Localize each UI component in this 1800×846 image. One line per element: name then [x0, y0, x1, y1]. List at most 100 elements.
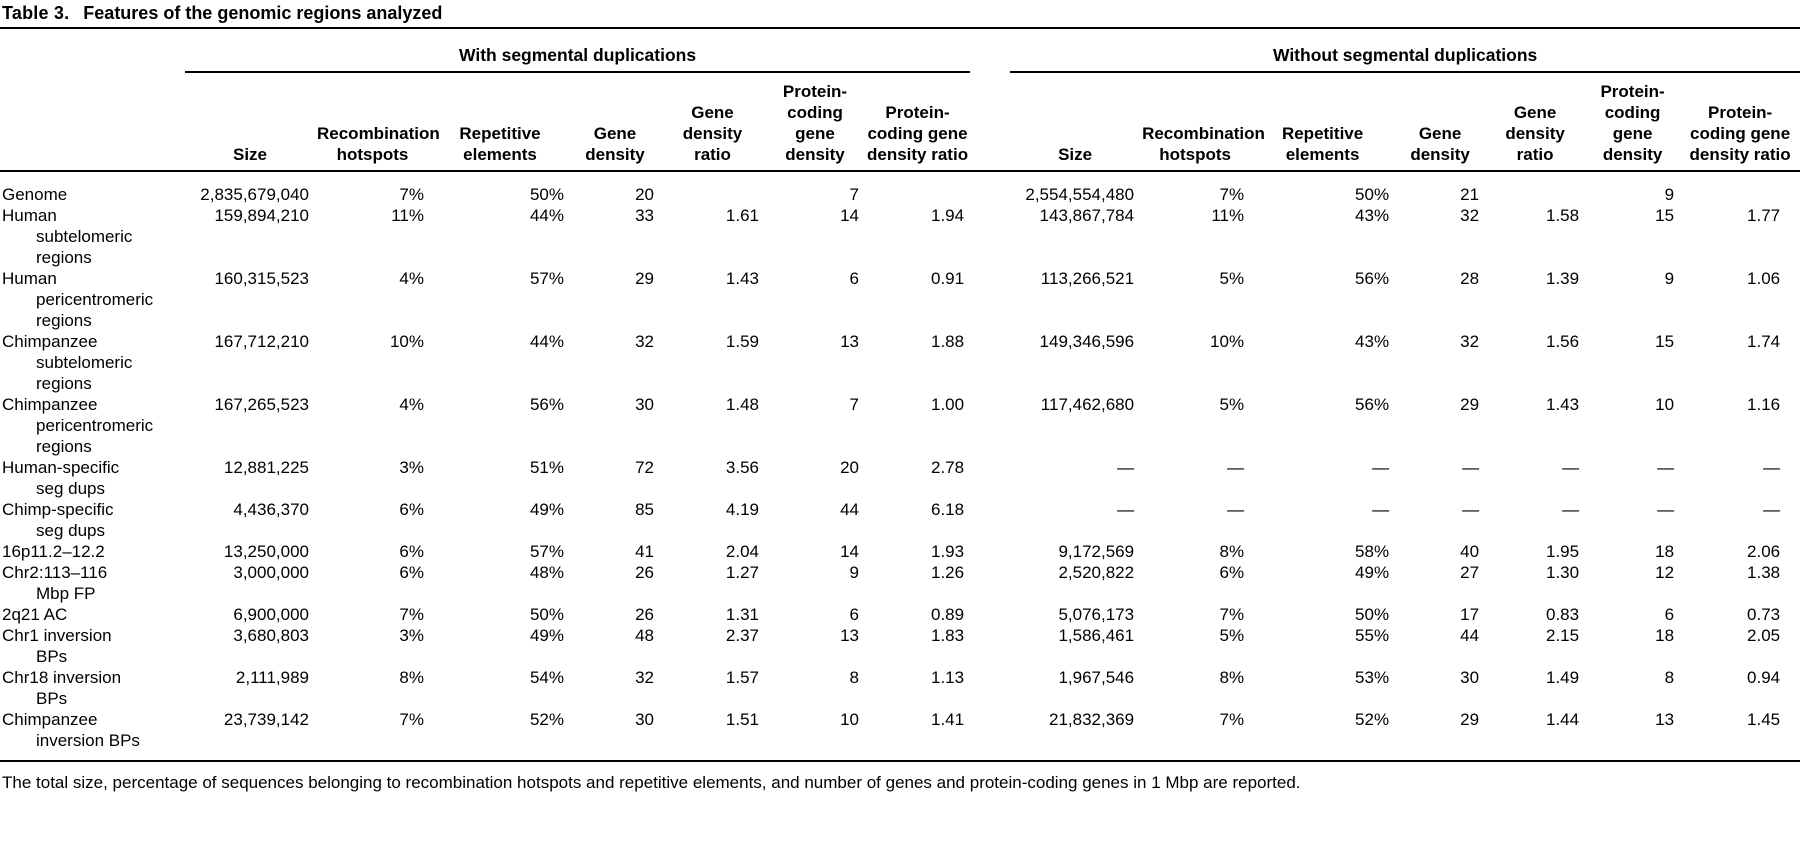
table-row: Chr1 inversion BPs 3,680,803 3% 49% 48 2.37 13…: [0, 625, 1800, 667]
data-cell: 113,266,521: [1040, 269, 1135, 288]
table-row: Human subtelomeric regions 159,894,210 11%…: [0, 205, 1800, 268]
data-cell: 10: [1655, 395, 1675, 414]
data-cell: 23,739,142: [223, 710, 309, 729]
data-cell: 44: [840, 500, 859, 519]
column-header-protein-coding-gene-density-ratio: Protein-coding gene density ratio: [865, 72, 971, 172]
column-header-repetitive-elements: Repetitive elements: [1250, 72, 1396, 172]
data-cell: 20: [840, 458, 859, 477]
data-cell: 4,436,370: [233, 500, 309, 519]
data-cell: 1,586,461: [1058, 626, 1135, 645]
data-cell: 32: [635, 668, 654, 687]
data-cell: 167,265,523: [214, 395, 309, 414]
data-cell: 58%: [1355, 542, 1390, 561]
data-cell: 32: [635, 332, 654, 351]
row-label: Chimpanzee inversion BPs: [2, 710, 140, 750]
data-cell: 6.18: [930, 500, 965, 519]
data-cell: 18: [1655, 626, 1675, 645]
column-header-protein-coding-gene-density-ratio: Protein-coding gene density ratio: [1680, 72, 1800, 172]
data-cell: 9: [1664, 185, 1675, 204]
data-cell: 57%: [529, 542, 564, 561]
column-gap: [970, 604, 1010, 625]
data-cell: —: [1372, 458, 1390, 477]
column-gap: [970, 394, 1010, 457]
data-cell: 11%: [391, 206, 424, 225]
data-cell: 85: [635, 500, 654, 519]
data-cell: 1.43: [1545, 395, 1580, 414]
group-header-row: With segmental duplications Without segm…: [0, 29, 1800, 73]
column-header-gene-density-ratio: Gene density ratio: [1485, 72, 1586, 172]
data-cell: 12: [1655, 563, 1675, 582]
data-cell: [660, 171, 765, 205]
data-cell: 2.06: [1747, 542, 1781, 561]
data-cell: 1.48: [725, 395, 759, 414]
data-cell: 13: [840, 626, 859, 645]
column-gap: [970, 499, 1010, 541]
data-cell: 43%: [1355, 206, 1390, 225]
data-cell: 43%: [1355, 332, 1390, 351]
data-cell: 29: [1460, 395, 1480, 414]
data-cell: 160,315,523: [214, 269, 309, 288]
data-cell: —: [1657, 458, 1675, 477]
data-cell: 1.38: [1747, 563, 1781, 582]
column-header-recombination-hotspots: Recombination hotspots: [315, 72, 440, 172]
data-cell: 1.59: [725, 332, 759, 351]
data-cell: 48: [635, 626, 654, 645]
column-header-gene-density-ratio: Gene density ratio: [660, 72, 765, 172]
data-cell: 15: [1655, 206, 1675, 225]
data-cell: 2,554,554,480: [1025, 185, 1135, 204]
column-header-recombination-hotspots: Recombination hotspots: [1140, 72, 1265, 172]
row-label: Human pericentromeric regions: [2, 269, 154, 330]
data-cell: 6: [849, 605, 859, 624]
data-cell: 6%: [399, 500, 424, 519]
row-label: Chimp-specific seg dups: [2, 500, 114, 540]
data-cell: 3,680,803: [233, 626, 309, 645]
column-gap: [970, 268, 1010, 331]
column-gap: [970, 541, 1010, 562]
column-header-gene-density: Gene density: [1395, 72, 1486, 172]
data-cell: 2,520,822: [1058, 563, 1135, 582]
column-header-blank: [0, 72, 185, 172]
data-cell: 1.45: [1747, 710, 1781, 729]
data-cell: 1.51: [725, 710, 759, 729]
row-label: Genome: [2, 185, 68, 204]
data-cell: 13,250,000: [223, 542, 309, 561]
data-cell: 53%: [1355, 668, 1390, 687]
data-cell: 7%: [1219, 185, 1245, 204]
data-cell: 1.26: [930, 563, 965, 582]
row-label: 16p11.2–12.2: [2, 542, 105, 561]
data-cell: 50%: [1355, 185, 1390, 204]
data-cell: 0.91: [930, 269, 965, 288]
data-cell: 6%: [399, 542, 424, 561]
column-gap: [970, 709, 1010, 751]
data-cell: 2.37: [725, 626, 759, 645]
table-row: 16p11.2–12.2 13,250,000 6% 57% 41 2.04 14 1.93 9…: [0, 541, 1800, 562]
data-cell: 50%: [529, 185, 564, 204]
data-cell: 7: [849, 185, 859, 204]
data-cell: 44%: [529, 206, 564, 225]
table-row: Human pericentromeric regions 160,315,523…: [0, 268, 1800, 331]
data-cell: 117,462,680: [1040, 395, 1135, 414]
data-cell: 29: [1460, 710, 1480, 729]
data-cell: —: [1562, 458, 1580, 477]
data-cell: 6: [849, 269, 859, 288]
data-cell: 0.83: [1545, 605, 1580, 624]
row-label: Chr2:113–116 Mbp FP: [2, 563, 108, 603]
data-cell: 14: [840, 206, 859, 225]
data-cell: 3%: [399, 458, 424, 477]
data-cell: 1.49: [1545, 668, 1580, 687]
data-cell: 17: [1460, 605, 1480, 624]
data-cell: 2.04: [725, 542, 759, 561]
column-gap: [970, 72, 1011, 172]
data-cell: 30: [635, 395, 654, 414]
data-cell: 1.74: [1747, 332, 1781, 351]
data-cell: —: [1462, 458, 1480, 477]
data-cell: 7%: [399, 710, 424, 729]
data-cell: 56%: [529, 395, 564, 414]
column-gap: [970, 331, 1010, 394]
data-cell: 50%: [529, 605, 564, 624]
data-cell: 7%: [1219, 605, 1245, 624]
table-bottom-rule: [0, 760, 1800, 762]
data-cell: 44: [1460, 626, 1480, 645]
data-cell: 1.27: [725, 563, 759, 582]
data-cell: 41: [635, 542, 654, 561]
